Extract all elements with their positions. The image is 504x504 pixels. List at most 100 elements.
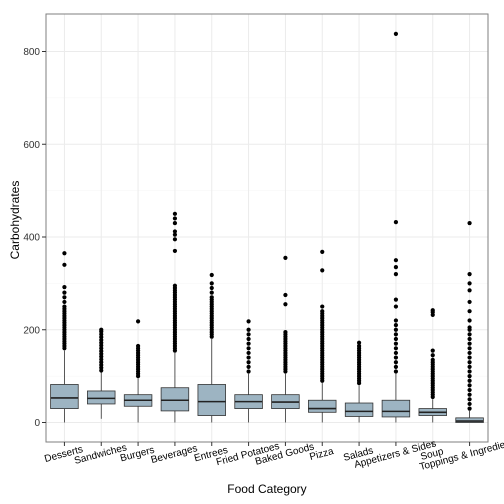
box-beverages: [160, 211, 190, 423]
outlier-point: [393, 297, 399, 302]
outlier-point: [320, 268, 325, 273]
outlier-point: [467, 401, 472, 407]
outlier-point: [393, 31, 399, 36]
box-pizza: [308, 249, 337, 423]
outlier-point: [246, 327, 251, 332]
outlier-point: [467, 355, 472, 360]
y-tick-label: 0: [34, 418, 40, 429]
outlier-point: [62, 262, 67, 267]
outlier-point: [393, 327, 399, 332]
box-iqr: [308, 399, 337, 413]
outlier-point: [467, 378, 472, 383]
outlier-point: [283, 329, 288, 335]
outlier-point: [99, 327, 104, 332]
outlier-point: [393, 323, 399, 328]
outlier-point: [246, 360, 251, 365]
outlier-point: [320, 304, 325, 309]
outlier-point: [393, 355, 399, 360]
outlier-point: [430, 353, 435, 358]
outlier-point: [283, 255, 288, 260]
outlier-point: [467, 325, 472, 330]
outlier-point: [467, 406, 472, 411]
outlier-point: [393, 341, 399, 346]
outlier-point: [172, 248, 178, 254]
y-tick-label: 600: [23, 140, 40, 151]
grid: [46, 14, 488, 442]
box-baked-goods: [271, 255, 300, 423]
outlier-point: [393, 350, 399, 356]
y-tick-label: 200: [23, 325, 40, 336]
outlier-point: [209, 290, 214, 295]
outlier-point: [430, 357, 435, 362]
box-salads: [344, 340, 374, 423]
outlier-point: [246, 364, 251, 369]
outlier-point: [467, 288, 472, 293]
outlier-point: [393, 265, 399, 270]
outlier-point: [467, 387, 472, 393]
outlier-point: [172, 220, 178, 226]
outlier-point: [246, 346, 251, 351]
outlier-point: [246, 369, 251, 374]
outlier-point: [356, 340, 362, 345]
box-iqr: [87, 390, 116, 405]
outlier-point: [467, 281, 472, 286]
y-tick-label: 800: [23, 47, 40, 58]
box-iqr: [344, 402, 374, 417]
outlier-point: [393, 369, 399, 374]
outlier-point: [467, 336, 472, 342]
box-appetizers-sides: [381, 31, 411, 423]
box-fried-potatoes: [234, 319, 263, 423]
outlier-point: [62, 290, 67, 295]
outlier-point: [62, 251, 67, 256]
outlier-point: [62, 284, 67, 290]
outlier-point: [467, 346, 472, 351]
outlier-point: [393, 272, 399, 277]
box-burgers: [123, 319, 153, 423]
outlier-point: [62, 304, 67, 309]
outlier-point: [467, 299, 472, 305]
outlier-point: [393, 304, 399, 309]
outlier-point: [430, 308, 435, 313]
outlier-point: [172, 232, 178, 237]
x-tick-label: Beverages: [150, 443, 199, 466]
outlier-point: [467, 360, 472, 365]
outlier-point: [172, 283, 178, 288]
outlier-point: [467, 364, 472, 369]
outlier-point: [246, 332, 251, 337]
outlier-point: [283, 302, 288, 307]
box-toppings-ingredients: [455, 220, 484, 423]
box-soup: [418, 308, 447, 423]
box-iqr: [50, 384, 79, 409]
outlier-point: [246, 355, 251, 360]
outlier-point: [172, 237, 178, 242]
outlier-point: [467, 272, 472, 277]
outlier-point: [283, 292, 288, 298]
outlier-point: [393, 258, 399, 263]
box-iqr: [197, 384, 226, 416]
outlier-point: [135, 319, 141, 324]
outlier-point: [320, 309, 325, 314]
outlier-point: [393, 332, 399, 337]
box-sandwiches: [87, 327, 116, 419]
outlier-point: [246, 350, 251, 356]
y-tick-label: 400: [23, 233, 40, 244]
outlier-point: [393, 360, 399, 365]
outlier-point: [62, 299, 67, 305]
outlier-point: [209, 285, 214, 291]
x-axis-title: Food Category: [227, 482, 306, 496]
outlier-point: [467, 350, 472, 356]
outlier-point: [209, 272, 214, 278]
outlier-point: [393, 336, 399, 342]
box-entrees: [197, 272, 226, 423]
outlier-point: [393, 318, 399, 323]
outlier-point: [135, 343, 141, 349]
outlier-point: [467, 220, 472, 226]
box-iqr: [455, 417, 484, 423]
box-desserts: [50, 251, 79, 423]
outlier-point: [172, 229, 178, 234]
outlier-point: [246, 336, 251, 342]
outlier-point: [209, 295, 214, 300]
box-iqr: [160, 387, 190, 412]
outlier-point: [172, 211, 178, 216]
